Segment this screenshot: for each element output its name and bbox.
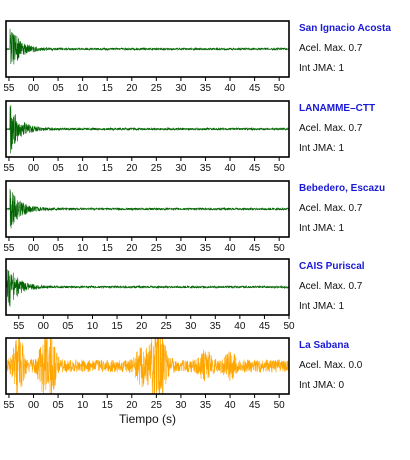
x-tick-label: 55 bbox=[3, 243, 15, 254]
x-tick-label: 40 bbox=[224, 243, 236, 254]
x-tick-label: 35 bbox=[210, 321, 222, 332]
x-tick-label: 30 bbox=[175, 163, 187, 174]
x-tick-label: 00 bbox=[28, 163, 40, 174]
station-name: San Ignacio Acosta bbox=[299, 23, 391, 34]
x-tick-label: 35 bbox=[200, 163, 212, 174]
x-tick-label: 55 bbox=[3, 163, 15, 174]
x-tick-label: 05 bbox=[62, 321, 74, 332]
x-tick-label: 55 bbox=[3, 83, 15, 94]
x-tick-label: 20 bbox=[126, 163, 138, 174]
x-tick-label: 30 bbox=[175, 400, 187, 411]
panel-frame bbox=[5, 180, 290, 238]
x-tick-label: 25 bbox=[151, 83, 163, 94]
jma-intensity: Int JMA: 0 bbox=[299, 380, 345, 391]
jma-intensity: Int JMA: 1 bbox=[299, 223, 345, 234]
x-tick-label: 05 bbox=[53, 400, 65, 411]
x-tick-label: 45 bbox=[249, 243, 261, 254]
x-tick-label: 30 bbox=[175, 83, 187, 94]
x-tick-label: 35 bbox=[200, 400, 212, 411]
x-tick-label: 40 bbox=[234, 321, 246, 332]
station-name: CAIS Puriscal bbox=[299, 261, 365, 272]
x-tick-label: 15 bbox=[102, 400, 114, 411]
x-tick-label: 50 bbox=[274, 163, 286, 174]
jma-intensity: Int JMA: 1 bbox=[299, 301, 345, 312]
panel-frame bbox=[5, 20, 290, 78]
x-tick-label: 00 bbox=[28, 243, 40, 254]
x-tick-label: 10 bbox=[77, 163, 89, 174]
x-tick-label: 45 bbox=[249, 400, 261, 411]
waveform-trace bbox=[6, 338, 289, 394]
x-tick-label: 30 bbox=[175, 243, 187, 254]
x-tick-label: 40 bbox=[224, 163, 236, 174]
max-acceleration: Acel. Max. 0.7 bbox=[299, 43, 363, 54]
x-tick-label: 55 bbox=[13, 321, 25, 332]
x-tick-label: 50 bbox=[274, 83, 286, 94]
station-info: Bebedero, Escazu Acel. Max. 0.7 Int JMA: 1 bbox=[299, 183, 409, 234]
x-tick-label: 20 bbox=[126, 83, 138, 94]
jma-intensity: Int JMA: 1 bbox=[299, 143, 345, 154]
waveform-trace bbox=[6, 189, 289, 229]
x-tick-label: 10 bbox=[77, 400, 89, 411]
x-tick-label: 00 bbox=[28, 400, 40, 411]
seismogram-panel-1: 55 00 05 10 15 20 25 30 35 40 45 50 bbox=[3, 100, 290, 174]
x-tick-label: 00 bbox=[38, 321, 50, 332]
station-info: La Sabana Acel. Max. 0.0 Int JMA: 0 bbox=[299, 340, 409, 391]
panel-frame bbox=[5, 100, 290, 158]
seismogram-panel-4: 55 00 05 10 15 20 25 30 35 40 45 50 bbox=[3, 337, 290, 411]
max-acceleration: Acel. Max. 0.0 bbox=[299, 360, 363, 371]
panel-frame bbox=[5, 337, 290, 395]
x-tick-label: 20 bbox=[126, 243, 138, 254]
max-acceleration: Acel. Max. 0.7 bbox=[299, 123, 363, 134]
x-tick-label: 00 bbox=[28, 83, 40, 94]
x-tick-label: 05 bbox=[53, 163, 65, 174]
x-tick-label: 25 bbox=[151, 163, 163, 174]
x-tick-label: 45 bbox=[249, 163, 261, 174]
x-tick-label: 35 bbox=[200, 243, 212, 254]
x-tick-label: 15 bbox=[111, 321, 123, 332]
x-tick-label: 50 bbox=[283, 321, 295, 332]
station-name: LANAMME–CTT bbox=[299, 103, 376, 114]
station-name: La Sabana bbox=[299, 340, 350, 351]
x-tick-label: 50 bbox=[274, 243, 286, 254]
x-tick-label: 45 bbox=[249, 83, 261, 94]
max-acceleration: Acel. Max. 0.7 bbox=[299, 203, 363, 214]
waveform-trace bbox=[6, 269, 289, 307]
x-tick-label: 20 bbox=[136, 321, 148, 332]
panel-frame bbox=[5, 258, 290, 316]
x-tick-label: 15 bbox=[102, 243, 114, 254]
x-tick-label: 40 bbox=[224, 400, 236, 411]
x-tick-label: 05 bbox=[53, 83, 65, 94]
x-tick-label: 40 bbox=[224, 83, 236, 94]
x-tick-label: 15 bbox=[102, 83, 114, 94]
x-tick-label: 55 bbox=[3, 400, 15, 411]
x-tick-label: 30 bbox=[185, 321, 197, 332]
x-tick-label: 15 bbox=[102, 163, 114, 174]
max-acceleration: Acel. Max. 0.7 bbox=[299, 281, 363, 292]
station-info: LANAMME–CTT Acel. Max. 0.7 Int JMA: 1 bbox=[299, 103, 409, 154]
seismogram-panel-3: 55 00 05 10 15 20 25 30 35 40 45 50 bbox=[5, 258, 295, 332]
x-tick-label: 25 bbox=[151, 243, 163, 254]
x-tick-label: 35 bbox=[200, 83, 212, 94]
x-tick-label: 50 bbox=[274, 400, 286, 411]
x-axis-label: Tiempo (s) bbox=[119, 412, 176, 426]
station-info: San Ignacio Acosta Acel. Max. 0.7 Int JMA:… bbox=[299, 23, 409, 74]
x-tick-label: 45 bbox=[259, 321, 271, 332]
x-tick-label: 10 bbox=[77, 243, 89, 254]
x-tick-label: 10 bbox=[87, 321, 99, 332]
station-name: Bebedero, Escazu bbox=[299, 183, 386, 194]
x-tick-label: 10 bbox=[77, 83, 89, 94]
seismogram-panel-0: 55 00 05 10 15 20 25 30 35 40 45 50 bbox=[3, 20, 290, 94]
x-tick-label: 25 bbox=[161, 321, 173, 332]
x-tick-label: 05 bbox=[53, 243, 65, 254]
waveform-trace bbox=[6, 105, 289, 154]
station-info: CAIS Puriscal Acel. Max. 0.7 Int JMA: 1 bbox=[299, 261, 409, 312]
x-tick-label: 20 bbox=[126, 400, 138, 411]
jma-intensity: Int JMA: 1 bbox=[299, 63, 345, 74]
waveform-trace bbox=[6, 28, 289, 65]
x-tick-label: 25 bbox=[151, 400, 163, 411]
seismogram-panel-2: 55 00 05 10 15 20 25 30 35 40 45 50 bbox=[3, 180, 290, 254]
